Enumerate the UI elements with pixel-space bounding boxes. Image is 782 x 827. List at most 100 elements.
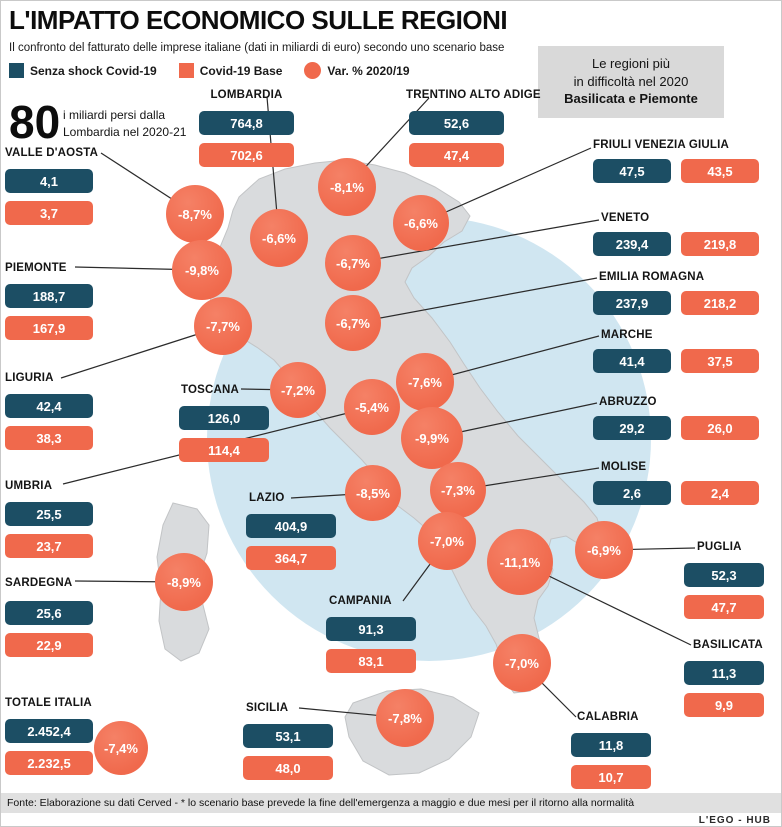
var-circle-emilia-romagna: -6,7% [325, 295, 381, 351]
var-circle-piemonte: -9,8% [172, 240, 232, 300]
region-label-sardegna: SARDEGNA [5, 577, 73, 589]
page-title: L'IMPATTO ECONOMICO SULLE REGIONI [9, 5, 508, 35]
value-senza-shock-piemonte: 188,7 [5, 284, 93, 308]
var-circle-liguria: -7,7% [194, 297, 252, 355]
var-circle-marche: -7,6% [396, 353, 454, 411]
value-covid-base-lombardia: 702,6 [199, 143, 294, 167]
var-circle-trentino-alto-adige: -8,1% [318, 158, 376, 216]
source-note: Fonte: Elaborazione su dati Cerved - * l… [1, 793, 781, 813]
big-stat-value: 80 [9, 96, 61, 148]
highlight-line2: in difficoltà nel 2020 [573, 73, 689, 89]
region-label-liguria: LIGURIA [5, 372, 54, 384]
connector-line-emilia-romagna [352, 277, 598, 324]
value-covid-base-valle-d-aosta: 3,7 [5, 201, 93, 225]
region-label-friuli-venezia-giulia: FRIULI VENEZIA GIULIA [593, 139, 730, 151]
legend-label: Senza shock Covid-19 [30, 63, 157, 78]
var-circle-lombardia: -6,6% [250, 209, 308, 267]
value-senza-shock-friuli-venezia-giulia: 47,5 [593, 159, 671, 183]
value-covid-base-campania: 83,1 [326, 649, 416, 673]
big-stat-label-line2: Lombardia nel 2020-21 [63, 124, 187, 139]
value-covid-base-sicilia: 48,0 [243, 756, 333, 780]
value-covid-base-lazio: 364,7 [246, 546, 336, 570]
value-covid-base-friuli-venezia-giulia: 43,5 [681, 159, 759, 183]
value-senza-shock-valle-d-aosta: 4,1 [5, 169, 93, 193]
legend-orange-circle-icon [304, 62, 322, 79]
big-stat-label-line1: i miliardi persi dalla [63, 108, 166, 122]
value-covid-base-basilicata: 9,9 [684, 693, 764, 717]
value-senza-shock-molise: 2,6 [593, 481, 671, 505]
region-label-marche: MARCHE [601, 329, 653, 341]
value-covid-base-marche: 37,5 [681, 349, 759, 373]
legend-label: Covid-19 Base [199, 63, 283, 78]
value-senza-shock-campania: 91,3 [326, 617, 416, 641]
var-circle-puglia: -6,9% [575, 521, 633, 579]
value-senza-shock-liguria: 42,4 [5, 394, 93, 418]
value-senza-shock-totale-italia: 2.452,4 [5, 719, 93, 743]
var-circle-sardegna: -8,9% [155, 553, 213, 611]
highlight-line1: Le regioni più [591, 56, 671, 71]
region-label-emilia-romagna: EMILIA ROMAGNA [599, 271, 705, 283]
connector-line-marche [424, 335, 600, 383]
value-covid-base-sardegna: 22,9 [5, 633, 93, 657]
var-circle-valle-d-aosta: -8,7% [166, 185, 224, 243]
legend-dark-square-icon [9, 63, 24, 78]
region-label-totale-italia: TOTALE ITALIA [5, 697, 92, 709]
region-label-basilicata: BASILICATA [693, 639, 763, 651]
value-covid-base-emilia-romagna: 218,2 [681, 291, 759, 315]
value-covid-base-veneto: 219,8 [681, 232, 759, 256]
legend-item-senza-shock: Senza shock Covid-19 [9, 63, 157, 78]
value-covid-base-umbria: 23,7 [5, 534, 93, 558]
value-covid-base-calabria: 10,7 [571, 765, 651, 789]
connector-line-veneto [352, 219, 600, 264]
page-subtitle: Il confronto del fatturato delle imprese… [9, 42, 505, 54]
var-circle-calabria: -7,0% [493, 634, 551, 692]
value-covid-base-abruzzo: 26,0 [681, 416, 759, 440]
region-label-toscana: TOSCANA [181, 384, 240, 396]
var-circle-campania: -7,0% [418, 512, 476, 570]
var-circle-basilicata: -11,1% [487, 529, 553, 595]
value-covid-base-totale-italia: 2.232,5 [5, 751, 93, 775]
region-label-abruzzo: ABRUZZO [599, 396, 657, 408]
legend-label: Var. % 2020/19 [327, 63, 410, 78]
region-label-puglia: PUGLIA [697, 541, 742, 553]
var-circle-friuli-venezia-giulia: -6,6% [393, 195, 449, 251]
highlight-box: Le regioni più in difficoltà nel 2020 Ba… [538, 46, 724, 118]
var-circle-abruzzo: -9,9% [401, 407, 463, 469]
region-label-sicilia: SICILIA [246, 702, 289, 714]
region-label-campania: CAMPANIA [329, 595, 392, 607]
value-covid-base-piemonte: 167,9 [5, 316, 93, 340]
var-circle-toscana: -7,2% [270, 362, 326, 418]
value-senza-shock-sardegna: 25,6 [5, 601, 93, 625]
region-label-valle-d-aosta: VALLE D'AOSTA [5, 147, 99, 159]
value-senza-shock-emilia-romagna: 237,9 [593, 291, 671, 315]
value-senza-shock-marche: 41,4 [593, 349, 671, 373]
value-senza-shock-sicilia: 53,1 [243, 724, 333, 748]
var-circle-molise: -7,3% [430, 462, 486, 518]
value-covid-base-molise: 2,4 [681, 481, 759, 505]
region-label-veneto: VENETO [601, 212, 650, 224]
region-label-molise: MOLISE [601, 461, 647, 473]
var-circle-umbria: -5,4% [344, 379, 400, 435]
value-senza-shock-toscana: 126,0 [179, 406, 269, 430]
value-senza-shock-lazio: 404,9 [246, 514, 336, 538]
legend-orange-square-icon [178, 63, 194, 78]
region-label-calabria: CALABRIA [577, 711, 639, 723]
value-senza-shock-lombardia: 764,8 [199, 111, 294, 135]
value-covid-base-liguria: 38,3 [5, 426, 93, 450]
value-covid-base-toscana: 114,4 [179, 438, 269, 462]
value-senza-shock-basilicata: 11,3 [684, 661, 764, 685]
var-circle-sicilia: -7,8% [376, 689, 434, 747]
region-label-lombardia: LOMBARDIA [210, 89, 283, 101]
value-covid-base-puglia: 47,7 [684, 595, 764, 619]
legend-item-var-pct: Var. % 2020/19 [304, 62, 410, 79]
region-label-umbria: UMBRIA [5, 480, 53, 492]
connector-line-friuli-venezia-giulia [420, 147, 592, 224]
credit: L'EGO - HUB [698, 815, 771, 826]
var-circle-lazio: -8,5% [345, 465, 401, 521]
var-circle-totale-italia: -7,4% [94, 721, 148, 775]
value-senza-shock-abruzzo: 29,2 [593, 416, 671, 440]
highlight-regions: Basilicata e Piemonte [564, 91, 698, 107]
value-covid-base-trentino-alto-adige: 47,4 [409, 143, 504, 167]
region-label-piemonte: PIEMONTE [5, 262, 67, 274]
